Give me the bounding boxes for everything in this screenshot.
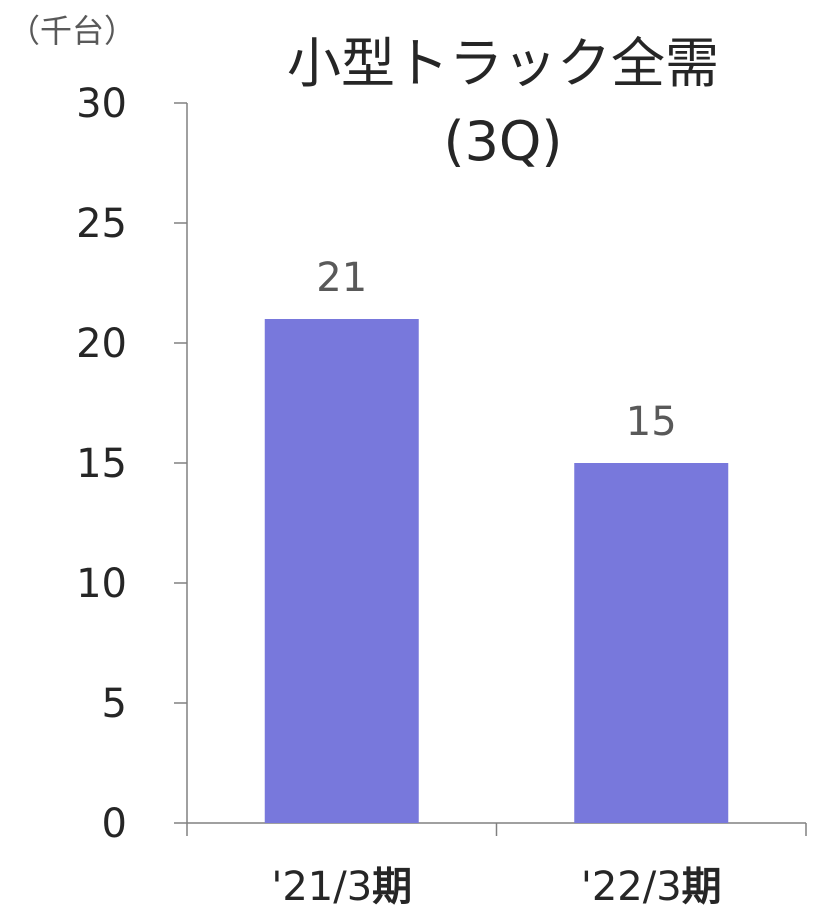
y-tick-label: 15: [76, 441, 127, 487]
unit-label: （千台）: [8, 12, 136, 50]
x-tick-label: '22/3期: [581, 864, 722, 910]
bar: [574, 463, 729, 823]
x-tick-label-suffix: 期: [372, 864, 412, 910]
y-tick-label: 0: [102, 801, 127, 847]
x-tick-label-suffix: 期: [682, 864, 722, 910]
y-tick-label: 5: [102, 681, 127, 727]
bar: [264, 319, 419, 823]
chart-title-line-2: (3Q): [444, 110, 563, 173]
x-axis: '21/3期 '22/3期: [186, 822, 807, 910]
data-label: 21: [316, 255, 367, 301]
x-tick-label: '21/3期: [271, 864, 412, 910]
bars: [264, 319, 729, 823]
y-tick-label: 30: [76, 81, 127, 127]
data-label: 15: [626, 399, 677, 445]
chart-title-line-1: 小型トラック全需: [287, 32, 719, 95]
y-tick-label: 10: [76, 561, 127, 607]
x-tick-label-text: '22/3: [581, 864, 682, 910]
data-labels: 21 15: [316, 255, 676, 445]
y-axis: 0 5 10 15 20 25 30: [76, 81, 188, 847]
y-tick-label: 20: [76, 321, 127, 367]
x-tick-label-text: '21/3: [271, 864, 372, 910]
y-tick-label: 25: [76, 201, 127, 247]
